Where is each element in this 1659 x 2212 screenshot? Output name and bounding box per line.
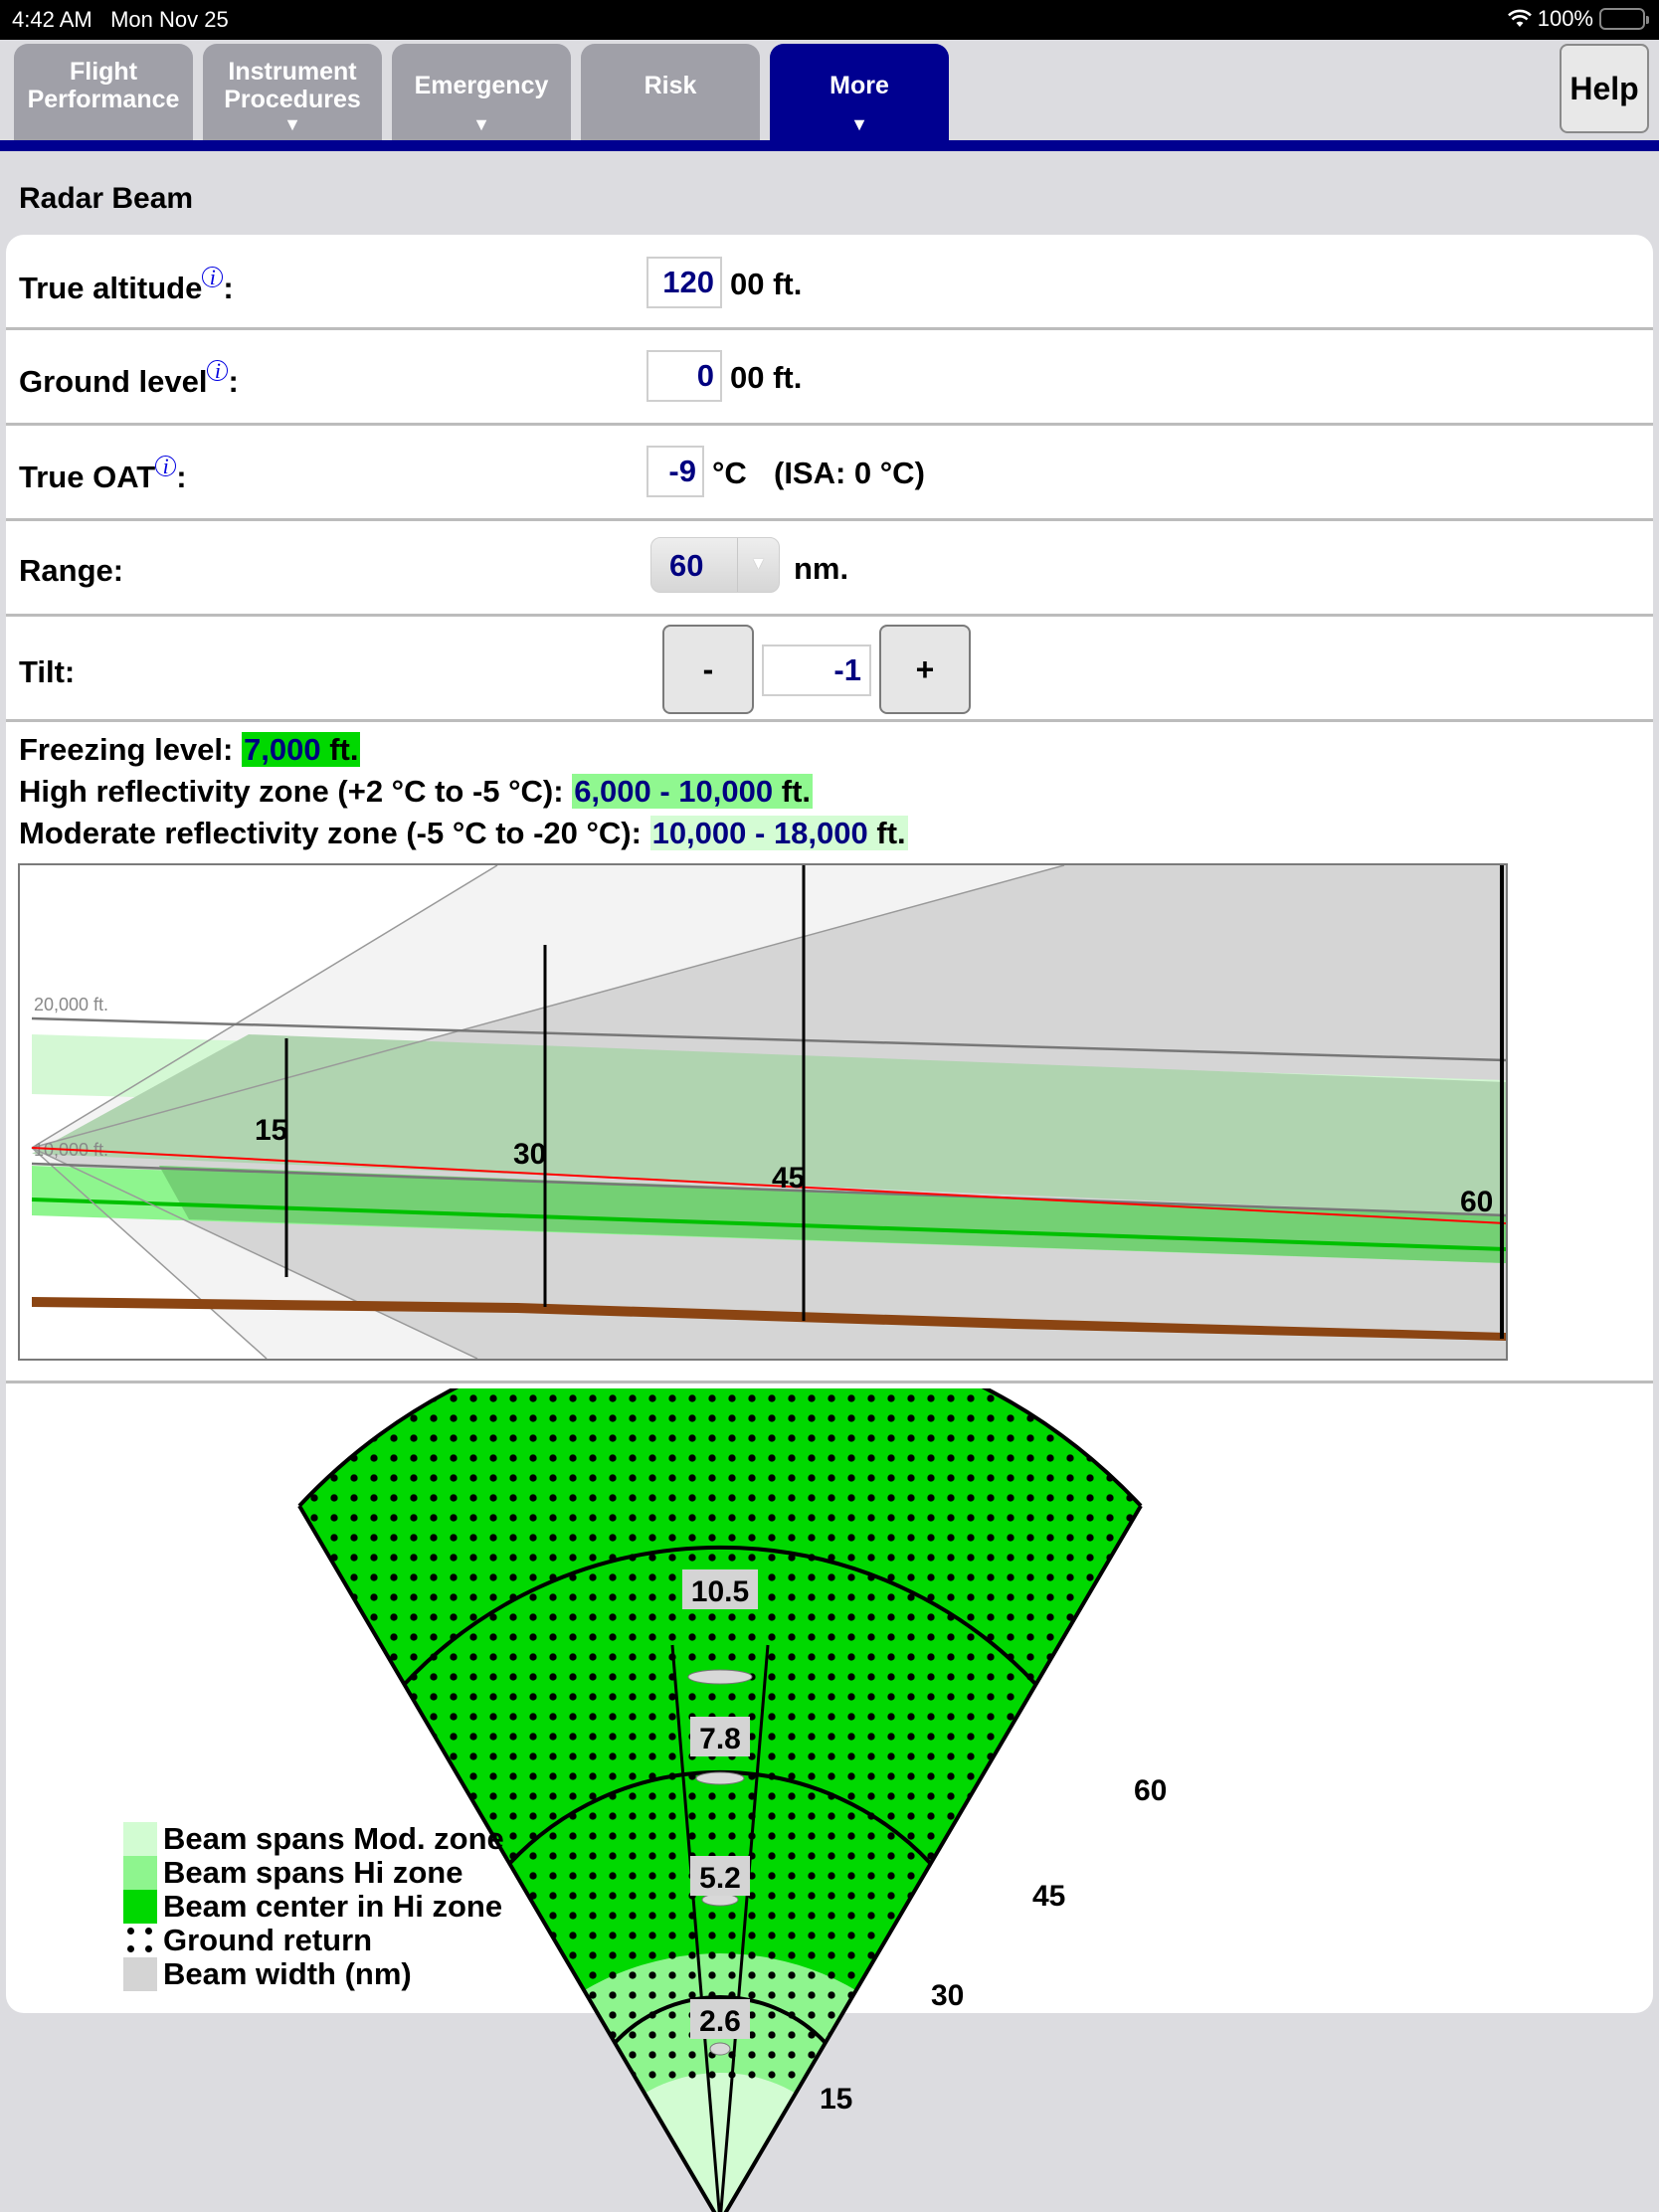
true-oat-row: True OAT i: -9 °C (ISA: 0 °C)	[6, 426, 1653, 521]
tab-bar: Flight Performance Instrument Procedures ▼…	[0, 40, 1659, 151]
info-icon[interactable]: i	[155, 456, 177, 477]
true-oat-input[interactable]: -9	[646, 446, 704, 497]
svg-text:45: 45	[1032, 1880, 1065, 1913]
svg-text:30: 30	[513, 1138, 546, 1171]
status-right: 100%	[1507, 6, 1649, 32]
status-time: 4:42 AM Mon Nov 25	[12, 7, 229, 32]
tilt-input[interactable]: -1	[762, 645, 871, 696]
beam-profile-diagram: 20,000 ft. 10,000 ft. 15 30 45 60	[18, 863, 1508, 1361]
page-title: Radar Beam	[19, 182, 194, 215]
high-reflectivity-line: High reflectivity zone (+2 °C to -5 °C):…	[19, 774, 814, 809]
moderate-reflectivity-line: Moderate reflectivity zone (-5 °C to -20…	[19, 816, 908, 850]
svg-text:45: 45	[772, 1162, 805, 1195]
tilt-row: Tilt: - -1 +	[6, 617, 1653, 722]
legend-swatch	[123, 1856, 157, 1890]
true-altitude-input[interactable]: 120	[646, 257, 722, 308]
true-altitude-label: True altitude i:	[19, 265, 234, 306]
range-row: Range: 60 ▼ nm.	[6, 521, 1653, 617]
ground-level-label: Ground level i:	[19, 358, 239, 400]
freezing-level-value: 7,000 ft.	[241, 732, 361, 767]
svg-text:10.5: 10.5	[691, 1575, 749, 1608]
freezing-level-line: Freezing level: 7,000 ft.	[19, 732, 361, 767]
true-altitude-unit: 00 ft.	[730, 267, 803, 301]
info-icon[interactable]: i	[202, 267, 224, 288]
legend-swatch	[123, 1822, 157, 1856]
range-select[interactable]: 60 ▼	[650, 537, 780, 593]
moderate-reflectivity-value: 10,000 - 18,000 ft.	[649, 816, 908, 850]
legend-item-beam-center: Beam center in Hi zone	[123, 1889, 504, 1924]
chevron-down-icon: ▼	[737, 538, 779, 592]
svg-text:5.2: 5.2	[699, 1862, 741, 1895]
high-reflectivity-value: 6,000 - 10,000 ft.	[572, 774, 814, 809]
battery-percent: 100%	[1537, 6, 1593, 31]
true-altitude-row: True altitude i: 120 00 ft.	[6, 235, 1653, 330]
battery-icon	[1599, 8, 1649, 30]
legend-item-ground-return: Ground return	[123, 1923, 504, 1957]
chevron-down-icon: ▼	[850, 114, 868, 134]
legend-item-mod-zone: Beam spans Mod. zone	[123, 1821, 504, 1856]
dots-icon	[123, 1924, 157, 1957]
isa-temperature: (ISA: 0 °C)	[774, 456, 925, 490]
tilt-decrement-button[interactable]: -	[662, 625, 754, 714]
legend-item-hi-zone: Beam spans Hi zone	[123, 1855, 504, 1890]
help-button[interactable]: Help	[1560, 44, 1649, 133]
section-divider	[6, 1381, 1653, 1383]
true-oat-unit: °C	[712, 456, 747, 490]
legend: Beam spans Mod. zone Beam spans Hi zone …	[123, 1821, 504, 1991]
tab-more[interactable]: More ▼	[770, 44, 949, 151]
status-bar: 4:42 AM Mon Nov 25 100%	[0, 0, 1659, 40]
tilt-increment-button[interactable]: +	[879, 625, 971, 714]
radar-sector-diagram: 2.6 5.2 7.8 10.5 15 30 45 60	[284, 1321, 1180, 2212]
info-icon[interactable]: i	[207, 360, 229, 382]
svg-text:60: 60	[1460, 1186, 1493, 1218]
radar-beam-card: True altitude i: 120 00 ft. Ground level i…	[6, 235, 1653, 2212]
wifi-icon	[1507, 9, 1532, 27]
legend-item-beam-width: Beam width (nm)	[123, 1956, 504, 1991]
svg-text:15: 15	[255, 1114, 287, 1147]
tab-risk[interactable]: Risk	[581, 44, 760, 143]
tab-instrument-procedures[interactable]: Instrument Procedures ▼	[203, 44, 382, 143]
ground-level-row: Ground level i: 0 00 ft.	[6, 330, 1653, 426]
legend-swatch	[123, 1890, 157, 1924]
chevron-down-icon: ▼	[283, 114, 301, 134]
range-unit: nm.	[794, 551, 849, 586]
ground-level-unit: 00 ft.	[730, 360, 803, 395]
legend-swatch	[123, 1957, 157, 1991]
ground-level-input[interactable]: 0	[646, 350, 722, 402]
true-oat-label: True OAT i:	[19, 454, 187, 495]
beam-profile-svg: 20,000 ft. 10,000 ft. 15 30 45 60	[31, 865, 1506, 1359]
svg-text:7.8: 7.8	[699, 1723, 741, 1755]
svg-text:60: 60	[1134, 1774, 1167, 1807]
tab-bar-underline	[0, 140, 1659, 151]
range-label: Range:	[19, 553, 124, 588]
svg-text:20,000 ft.: 20,000 ft.	[34, 995, 108, 1014]
svg-text:30: 30	[931, 1979, 964, 2012]
svg-text:2.6: 2.6	[699, 2005, 741, 2038]
svg-text:15: 15	[820, 2083, 852, 2116]
radar-sector-svg: 2.6 5.2 7.8 10.5 15 30 45 60	[297, 1321, 1167, 2212]
tab-flight-performance[interactable]: Flight Performance	[14, 44, 193, 143]
tab-emergency[interactable]: Emergency ▼	[392, 44, 571, 143]
chevron-down-icon: ▼	[472, 114, 490, 134]
tilt-label: Tilt:	[19, 654, 76, 689]
